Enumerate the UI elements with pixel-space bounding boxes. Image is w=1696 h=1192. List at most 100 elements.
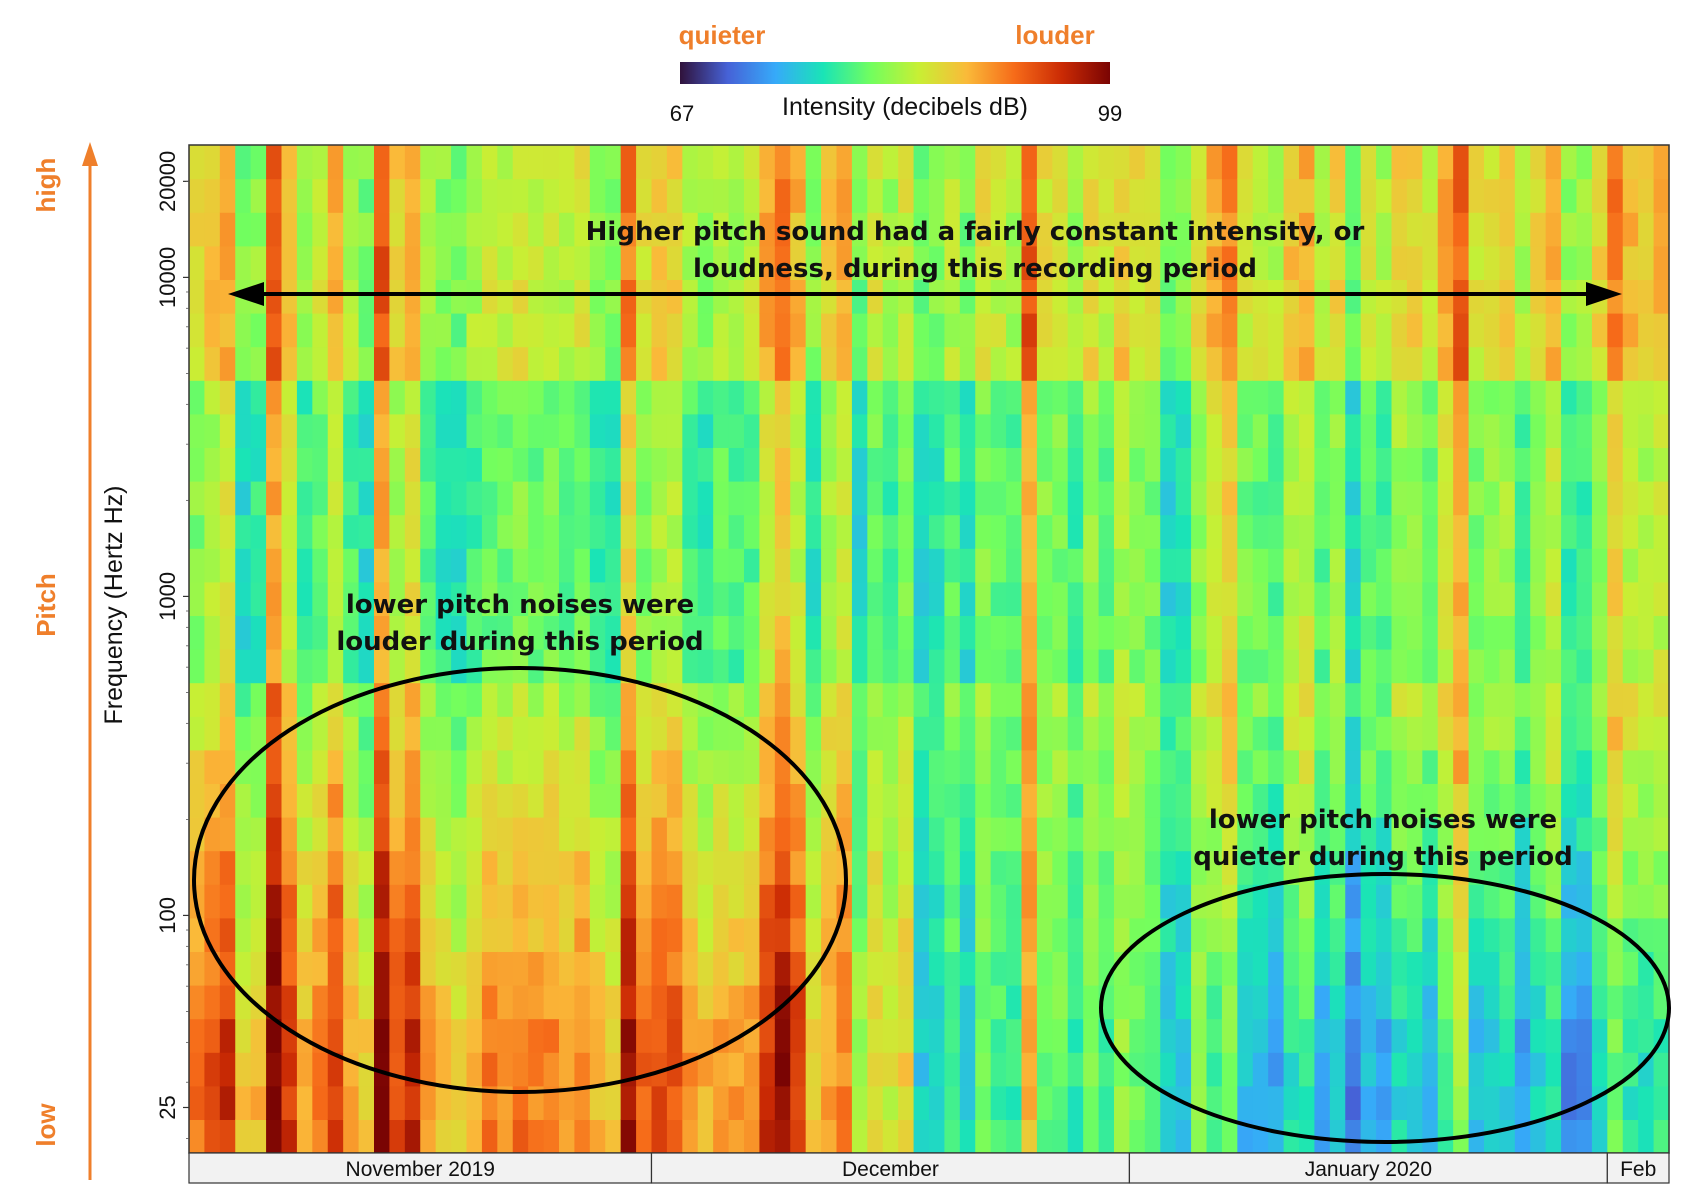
heatmap-cell	[605, 145, 622, 180]
heatmap-cell	[1406, 985, 1423, 1020]
heatmap-cell	[1052, 783, 1069, 818]
heatmap-cell	[759, 145, 776, 180]
heatmap-cell	[1345, 346, 1362, 381]
heatmap-cell	[1530, 1052, 1547, 1087]
heatmap-cell	[1067, 413, 1084, 448]
heatmap-cell	[636, 649, 653, 684]
heatmap-cell	[1252, 581, 1269, 616]
heatmap-cell	[204, 447, 221, 482]
heatmap-cell	[327, 615, 344, 650]
y-tick-label: 100	[155, 897, 180, 934]
colorbar-max-label: 99	[1098, 101, 1122, 126]
heatmap-cell	[204, 850, 221, 885]
heatmap-cell	[528, 279, 545, 314]
heatmap-cell	[1268, 615, 1285, 650]
heatmap-cell	[913, 514, 930, 549]
heatmap-cell	[296, 1119, 313, 1154]
heatmap-cell	[1345, 951, 1362, 986]
heatmap-cell	[374, 279, 391, 314]
heatmap-cell	[744, 649, 761, 684]
heatmap-cell	[219, 212, 236, 247]
heatmap-cell	[559, 313, 576, 348]
heatmap-cell	[1530, 212, 1547, 247]
heatmap-cell	[466, 917, 483, 952]
heatmap-cell	[913, 749, 930, 784]
heatmap-cell	[1314, 346, 1331, 381]
heatmap-cell	[1083, 380, 1100, 415]
heatmap-cell	[913, 615, 930, 650]
heatmap-cell	[1360, 380, 1377, 415]
heatmap-cell	[1406, 884, 1423, 919]
heatmap-cell	[1391, 279, 1408, 314]
heatmap-cell	[358, 514, 375, 549]
heatmap-cell	[1052, 1085, 1069, 1120]
heatmap-cell	[697, 682, 714, 717]
heatmap-cell	[204, 178, 221, 213]
heatmap-cell	[404, 346, 421, 381]
heatmap-cell	[605, 380, 622, 415]
heatmap-cell	[805, 1018, 822, 1053]
heatmap-cell	[790, 884, 807, 919]
heatmap-cell	[1144, 783, 1161, 818]
heatmap-cell	[1484, 682, 1501, 717]
heatmap-cell	[790, 514, 807, 549]
heatmap-cell	[651, 850, 668, 885]
heatmap-cell	[1160, 985, 1177, 1020]
heatmap-cell	[605, 1085, 622, 1120]
heatmap-cell	[944, 279, 961, 314]
heatmap-cell	[358, 682, 375, 717]
heatmap-cell	[1514, 749, 1531, 784]
heatmap-cell	[867, 1052, 884, 1087]
heatmap-cell	[1191, 817, 1208, 852]
heatmap-cell	[1083, 682, 1100, 717]
heatmap-cell	[759, 447, 776, 482]
heatmap-cell	[1468, 951, 1485, 986]
heatmap-cell	[235, 951, 252, 986]
heatmap-cell	[250, 212, 267, 247]
heatmap-cell	[913, 413, 930, 448]
heatmap-cell	[1376, 1018, 1393, 1053]
heatmap-cell	[1021, 581, 1038, 616]
heatmap-cell	[281, 1085, 298, 1120]
heatmap-cell	[1360, 1119, 1377, 1154]
heatmap-cell	[512, 682, 529, 717]
ellipse-louder-period	[192, 666, 848, 1094]
heatmap-cell	[1067, 817, 1084, 852]
heatmap-cell	[867, 749, 884, 784]
heatmap-cell	[1237, 615, 1254, 650]
heatmap-cell	[1129, 313, 1146, 348]
heatmap-cell	[1622, 481, 1639, 516]
heatmap-cell	[1191, 581, 1208, 616]
heatmap-cell	[1268, 783, 1285, 818]
heatmap-cell	[343, 749, 360, 784]
heatmap-cell	[1437, 514, 1454, 549]
heatmap-cell	[497, 917, 514, 952]
heatmap-cell	[1622, 581, 1639, 616]
heatmap-cell	[898, 1085, 915, 1120]
heatmap-cell	[1360, 413, 1377, 448]
heatmap-cell	[543, 447, 560, 482]
heatmap-cell	[836, 212, 853, 247]
heatmap-cell	[882, 985, 899, 1020]
heatmap-cell	[1484, 245, 1501, 280]
heatmap-cell	[1191, 245, 1208, 280]
heatmap-cell	[867, 514, 884, 549]
heatmap-cell	[1576, 447, 1593, 482]
heatmap-cell	[666, 178, 683, 213]
heatmap-cell	[851, 1018, 868, 1053]
heatmap-cell	[1422, 917, 1439, 952]
heatmap-cell	[1406, 548, 1423, 583]
heatmap-cell	[1283, 884, 1300, 919]
heatmap-cell	[1499, 951, 1516, 986]
heatmap-cell	[1437, 279, 1454, 314]
heatmap-cell	[1514, 783, 1531, 818]
heatmap-cell	[1329, 917, 1346, 952]
heatmap-cell	[1545, 279, 1562, 314]
heatmap-cell	[1453, 279, 1470, 314]
heatmap-cell	[374, 313, 391, 348]
heatmap-cell	[1268, 245, 1285, 280]
heatmap-cell	[620, 212, 637, 247]
heatmap-cell	[1160, 716, 1177, 751]
heatmap-cell	[1453, 514, 1470, 549]
